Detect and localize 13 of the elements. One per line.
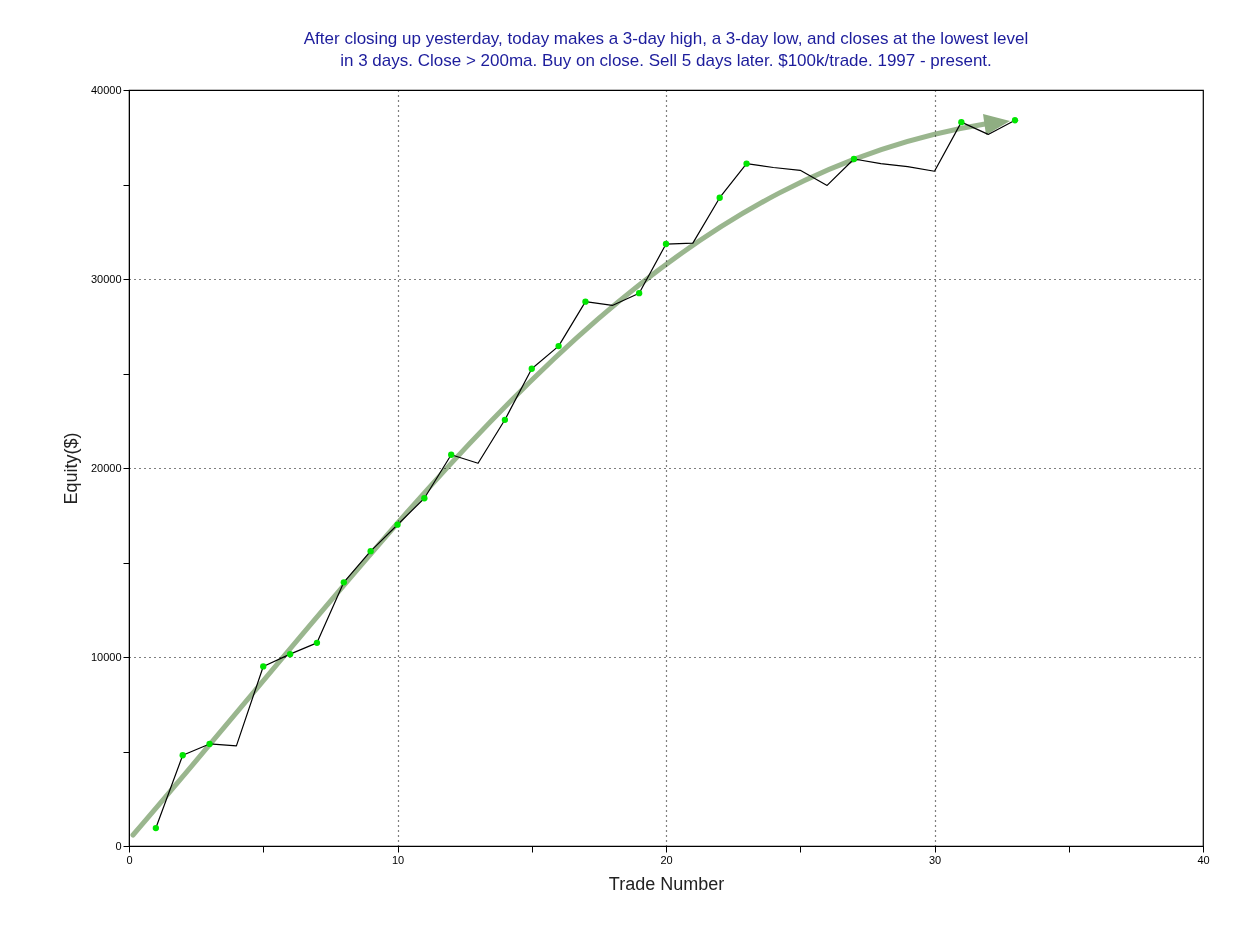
y-tick-label: 40000 (90, 83, 122, 96)
x-tick-label: 0 (126, 853, 133, 866)
x-tick-label: 30 (928, 853, 942, 866)
y-tick-label: 10000 (90, 650, 122, 663)
y-tick-label: 0 (115, 839, 122, 852)
y-tick-label: 30000 (90, 272, 122, 285)
x-tick-label: 40 (1197, 853, 1210, 866)
x-tick-label: 20 (660, 853, 673, 866)
x-tick-label: 10 (391, 853, 405, 866)
x-axis-title: Trade Number (608, 873, 725, 894)
y-axis-title: Equity($) (60, 432, 81, 505)
chart-title: After closing up yesterday, today makes a 3-day high, a 3-day low, and closes at the lowest level in 3 days. Close > 200ma. Buy on close. Sell 5 days later. $100k/trade. 1997 - present. (303, 29, 1029, 70)
y-tick-label: 20000 (90, 461, 122, 474)
